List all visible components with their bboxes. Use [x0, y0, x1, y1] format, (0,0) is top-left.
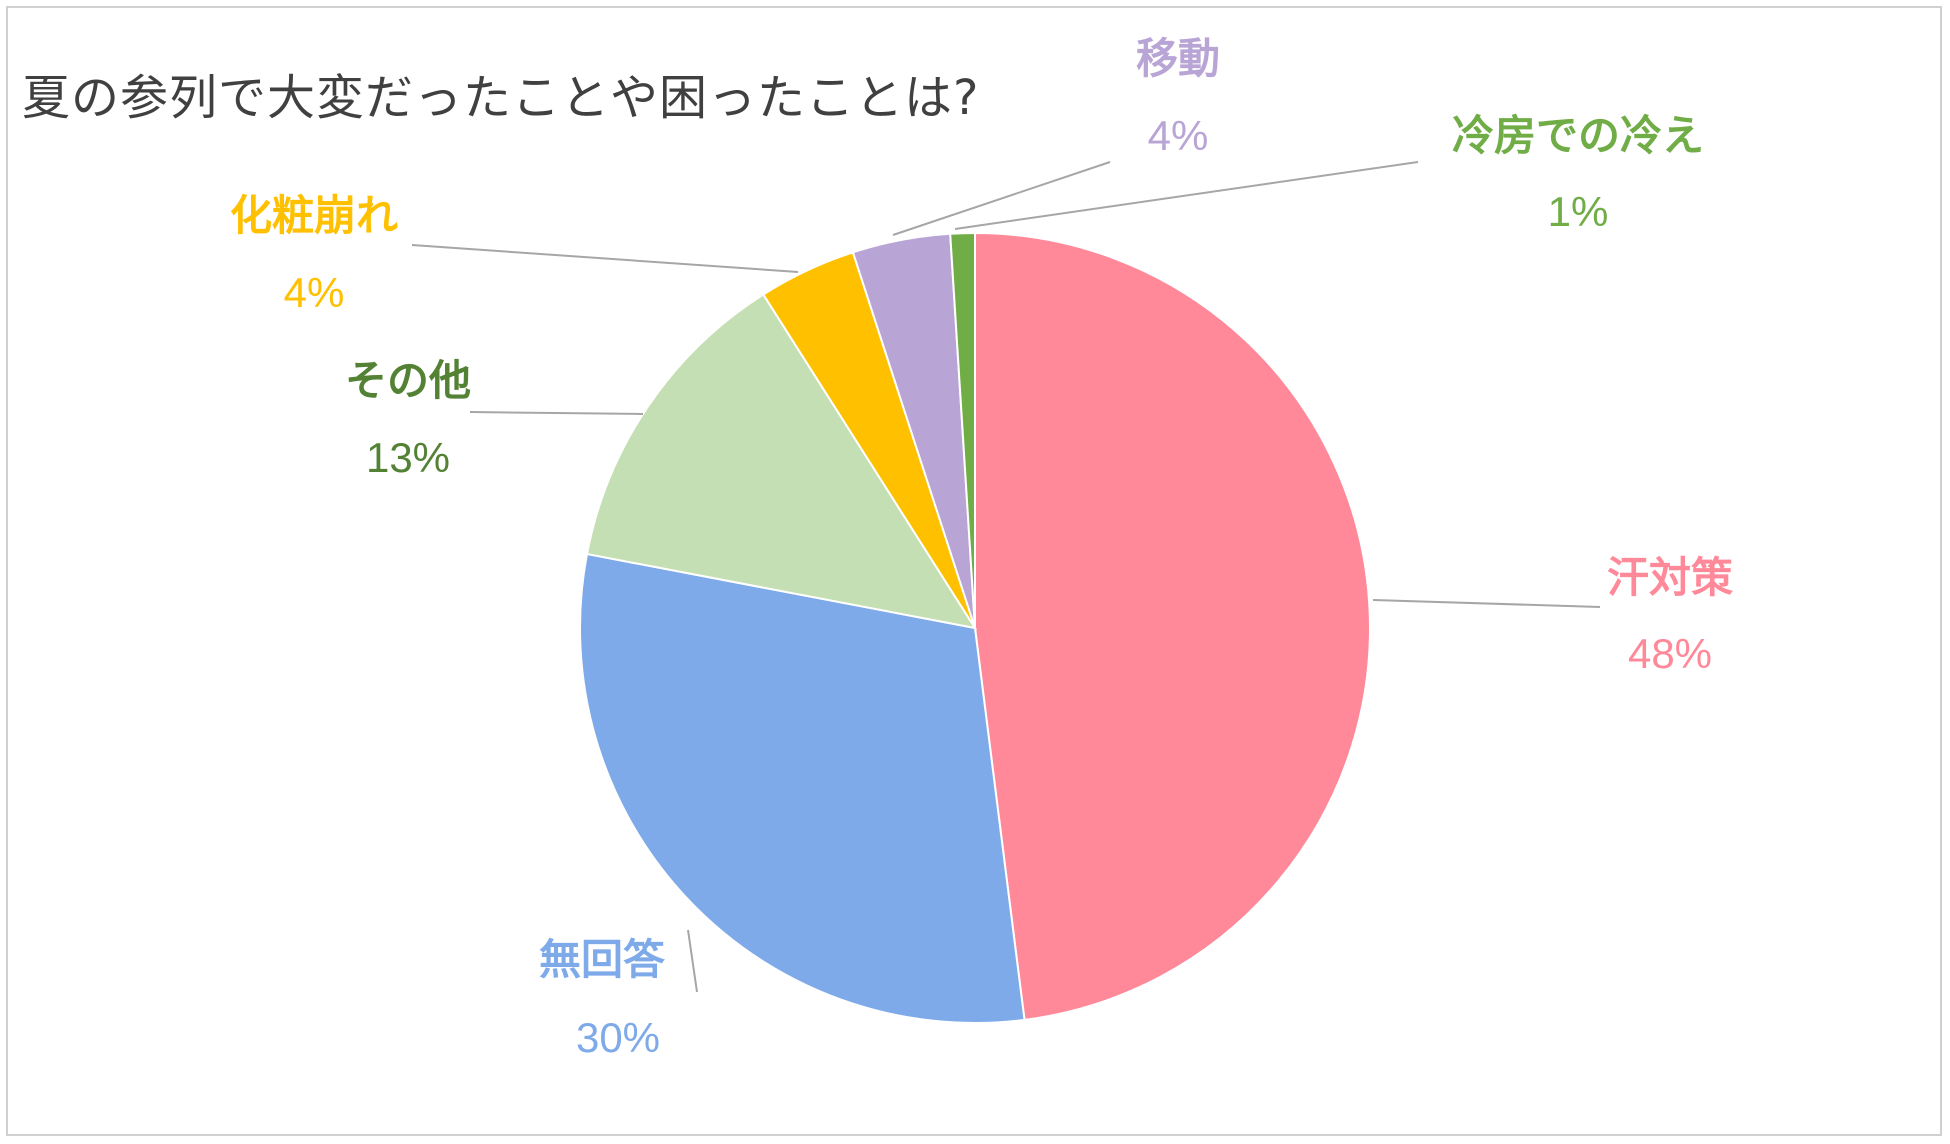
slice-label-6: 冷房での冷え — [1452, 111, 1704, 160]
slice-label-3: その他 — [345, 356, 471, 405]
leader-line-1 — [1372, 599, 1601, 608]
slice-percent-2: 30% — [576, 1014, 660, 1061]
leader-line-4 — [411, 244, 799, 273]
leader-lines — [411, 161, 1601, 993]
slice-percent-6: 1% — [1548, 188, 1609, 235]
leader-line-2 — [687, 929, 698, 993]
slice-percent-3: 13% — [366, 434, 450, 481]
slice-label-4: 化粧崩れ — [230, 191, 398, 240]
pie-slice-2 — [579, 552, 1026, 1025]
pie-slice-1 — [974, 231, 1371, 1022]
slice-percent-5: 4% — [1148, 112, 1209, 159]
slice-percent-1: 48% — [1628, 630, 1712, 677]
leader-line-3 — [469, 411, 644, 415]
pie-slices — [579, 231, 1371, 1025]
pie-slice-3 — [585, 293, 978, 630]
slice-label-2: 無回答 — [539, 935, 666, 984]
pie-slice-6 — [949, 231, 976, 629]
slice-label-1: 汗対策 — [1607, 553, 1733, 602]
leader-line-6 — [954, 161, 1419, 230]
slice-percent-4: 4% — [284, 269, 345, 316]
leader-line-5 — [892, 161, 1111, 236]
slice-label-5: 移動 — [1136, 34, 1220, 83]
chart-title: 夏の参列で大変だったことや困ったことは? — [22, 70, 980, 126]
data-labels: 汗対策 48% 無回答 30% その他 13% 化粧崩れ 4% 移動 4% 冷房での冷え 1% — [230, 34, 1733, 1061]
